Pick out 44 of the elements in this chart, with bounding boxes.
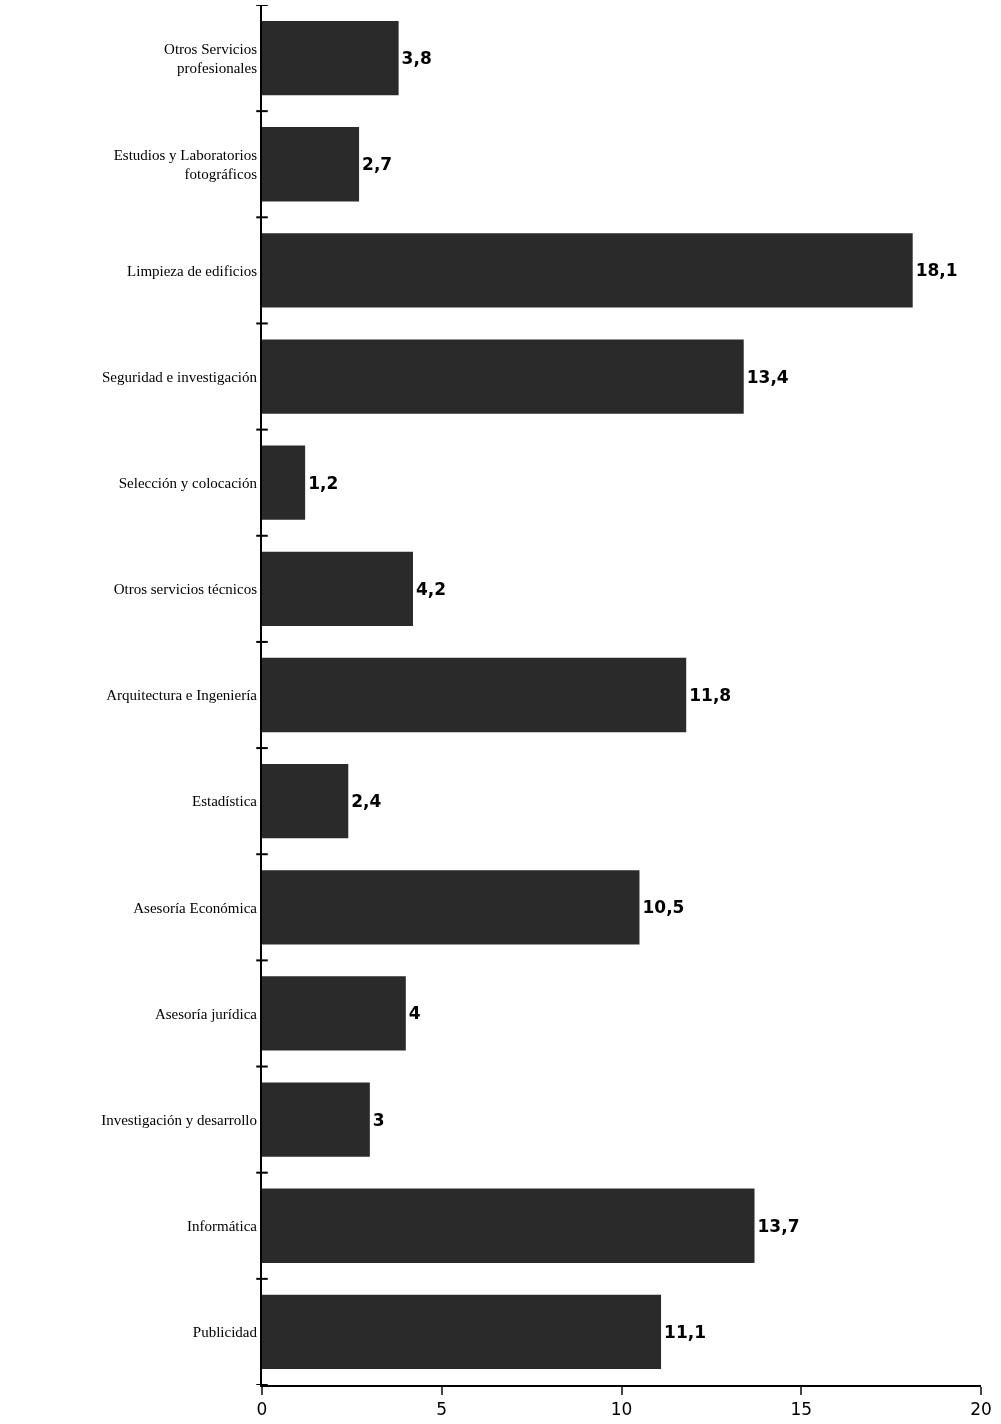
data-label: 2,4	[351, 791, 382, 812]
x-tick-label: 15	[790, 1399, 813, 1420]
y-tick-label: Arquitectura e Ingeniería	[106, 687, 258, 704]
y-tick-label: Otros servicios técnicos	[113, 581, 258, 598]
data-label: 10,5	[642, 897, 685, 918]
x-tick-label: 20	[970, 1399, 992, 1420]
y-tick-label: Estudios y Laboratorios fotográficos	[113, 146, 258, 183]
bar	[262, 339, 744, 414]
y-tick-label: Informática	[187, 1218, 258, 1235]
bar	[262, 1188, 755, 1263]
x-tick-label: 5	[436, 1399, 448, 1420]
data-label: 1,2	[308, 472, 339, 493]
bar	[262, 127, 360, 202]
data-label: 3,8	[401, 48, 432, 69]
data-label: 11,8	[689, 685, 732, 705]
y-tick-label: Asesoría jurídica	[154, 1005, 258, 1022]
y-tick-label: Selección y colocación	[118, 474, 258, 491]
bar	[262, 445, 306, 520]
y-tick-label: Asesoría Económica	[133, 899, 258, 916]
y-tick-label: Investigación y desarrollo	[101, 1111, 257, 1128]
y-tick-label: Publicidad	[192, 1324, 258, 1341]
y-tick-label: Estadística	[192, 793, 258, 810]
x-tick-label: 0	[256, 1399, 268, 1420]
data-label: 13,7	[757, 1215, 800, 1236]
data-label: 11,1	[664, 1321, 706, 1342]
x-tick-label: 10	[610, 1399, 633, 1420]
y-tick-label: Otros Servicios profesionales	[164, 40, 258, 77]
bar	[262, 657, 687, 733]
y-tick-label: Limpieza de edificios	[127, 262, 258, 279]
bar	[262, 1082, 370, 1157]
data-label: 2,7	[362, 154, 393, 175]
data-label: 3	[372, 1109, 385, 1130]
y-tick-label: Seguridad e investigación	[102, 368, 258, 385]
bar	[262, 764, 349, 839]
data-label: 4,2	[415, 578, 447, 599]
data-label: 13,4	[746, 366, 789, 387]
bar	[262, 20, 399, 96]
bar	[262, 551, 413, 626]
data-label: 4	[408, 1003, 421, 1024]
bar	[262, 1294, 662, 1370]
bar	[262, 976, 406, 1051]
data-label: 18,1	[915, 260, 958, 281]
bar	[262, 870, 640, 945]
bar	[262, 233, 913, 308]
